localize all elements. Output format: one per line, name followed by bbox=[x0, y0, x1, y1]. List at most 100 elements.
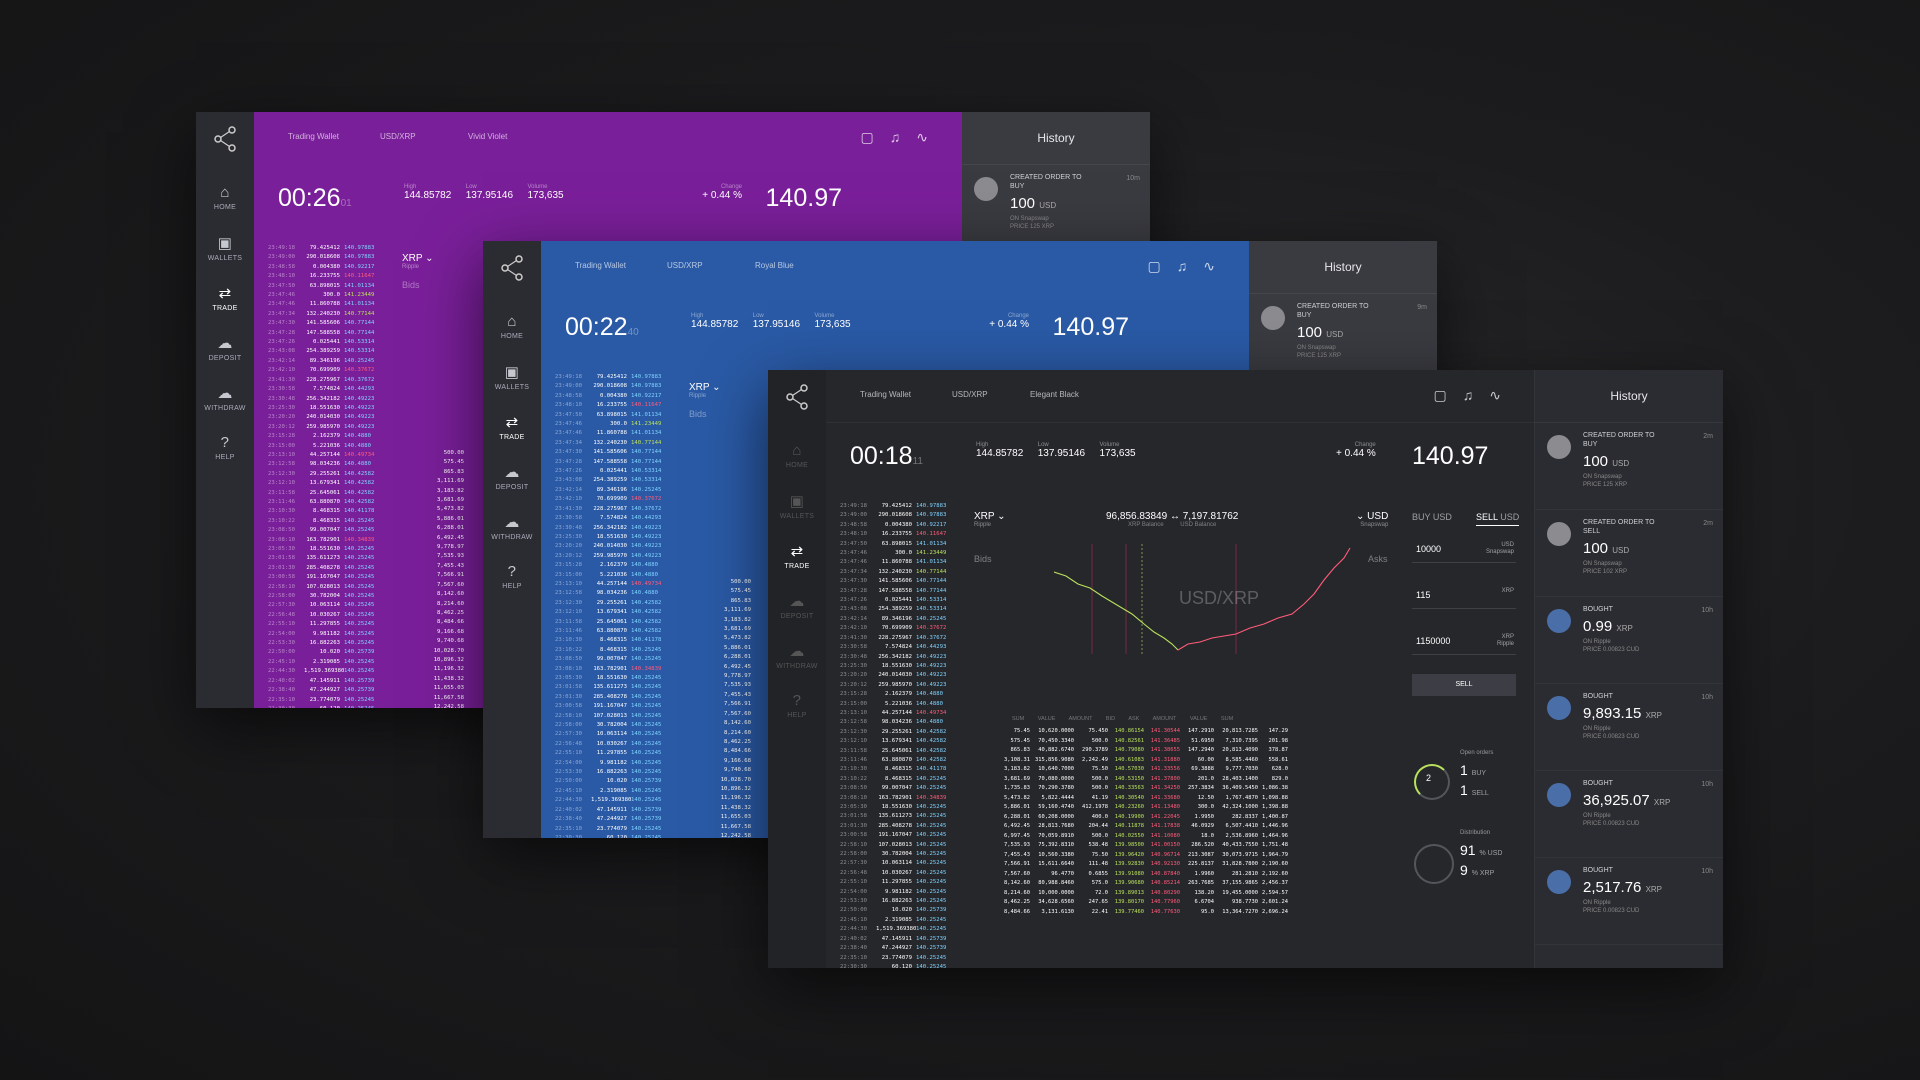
total-xrp-field[interactable]: 1150000 XRP Ripple bbox=[1412, 630, 1516, 655]
nav-withdraw[interactable]: ☁ WITHDRAW bbox=[196, 384, 254, 412]
nav-wallets[interactable]: ▣ WALLETS bbox=[196, 234, 254, 262]
trade-cell: 140.4880 bbox=[344, 461, 371, 468]
trade-cell: 140.25245 bbox=[344, 668, 375, 675]
book-cell: 22.41 bbox=[1091, 908, 1108, 915]
trade-cell: 23:48:58 bbox=[268, 263, 295, 270]
trade-cell: 22:58:00 bbox=[555, 722, 582, 729]
history-card[interactable]: 9m CREATED ORDER TO BUY 100 USD ON Snaps… bbox=[1249, 294, 1437, 381]
trade-cell: 23:05:30 bbox=[268, 546, 295, 552]
history-card[interactable]: 10h BOUGHT 9,893.15 XRP ON Ripple PRICE 0.00… bbox=[1535, 684, 1723, 771]
tab-buy[interactable]: BUY USD bbox=[1412, 512, 1452, 522]
trade-cell: 23:47:28 bbox=[555, 458, 582, 465]
nav-deposit[interactable]: ☁ DEPOSIT bbox=[196, 334, 254, 362]
theme-dropdown[interactable]: Royal Blue bbox=[755, 261, 794, 270]
nav-deposit[interactable]: ☁ DEPOSIT bbox=[483, 463, 541, 491]
trade-cell: 140.53314 bbox=[631, 477, 662, 484]
nav-withdraw[interactable]: ☁ WITHDRAW bbox=[768, 642, 826, 670]
theme-dropdown[interactable]: Vivid Violet bbox=[468, 132, 508, 141]
change-value: + 0.44 % bbox=[702, 190, 742, 201]
chart-icon[interactable]: ∿ bbox=[916, 129, 944, 145]
nav-trade[interactable]: ⇄ TRADE bbox=[483, 413, 541, 441]
history-card[interactable]: 10h BOUGHT 36,925.07 XRP ON Ripple PRICE 0.0… bbox=[1535, 771, 1723, 858]
trade-cell: 99.007047 bbox=[596, 656, 627, 663]
wallet-icon[interactable]: ▢ bbox=[1433, 387, 1463, 403]
nav-deposit[interactable]: ☁ DEPOSIT bbox=[768, 592, 826, 620]
chart-title: USD/XRP bbox=[1178, 588, 1259, 608]
trade-row: 23:11:58 25.645061 140.42582 bbox=[840, 747, 954, 756]
trade-cell: 23:47:46 bbox=[555, 430, 582, 437]
bell-icon[interactable]: ♫ bbox=[889, 129, 917, 145]
trade-cell: 141.01134 bbox=[344, 301, 375, 308]
pair-dropdown[interactable]: USD/XRP bbox=[380, 132, 416, 141]
trade-row: 23:12:30 29.255261 140.42582 bbox=[268, 470, 382, 479]
book-cell: 140.61083 bbox=[1114, 756, 1144, 763]
nav-help[interactable]: ? HELP bbox=[196, 434, 254, 461]
wallet-dropdown[interactable]: Trading Wallet bbox=[575, 261, 626, 270]
pair-base[interactable]: XRP ⌄ Ripple bbox=[974, 511, 1006, 528]
wallet-icon[interactable]: ▢ bbox=[1147, 258, 1177, 274]
stats: High 144.85782 Low 137.95146 Volume 173,635 bbox=[404, 184, 564, 201]
pair-base[interactable]: XRP ⌄ Ripple bbox=[689, 382, 721, 399]
nav-home[interactable]: ⌂ HOME bbox=[483, 313, 541, 340]
trade-cell: 140.37672 bbox=[344, 376, 375, 383]
nav-wallets[interactable]: ▣ WALLETS bbox=[768, 492, 826, 520]
nav-withdraw[interactable]: ☁ WITHDRAW bbox=[483, 513, 541, 541]
pair-dropdown[interactable]: USD/XRP bbox=[667, 261, 703, 270]
trade-cell: 2.162379 bbox=[600, 562, 627, 569]
depth-sum-cell: 7,567.60 bbox=[437, 581, 464, 588]
trade-row: 23:12:10 13.679341 140.42582 bbox=[840, 737, 954, 746]
pair-dropdown[interactable]: USD/XRP bbox=[952, 390, 988, 399]
trade-cell: 23:47:30 bbox=[268, 320, 295, 327]
history-card[interactable]: 2m CREATED ORDER TO BUY 100 USD ON Snapswap… bbox=[1535, 423, 1723, 510]
nav-home[interactable]: ⌂ HOME bbox=[196, 184, 254, 211]
depth-sum-cell: 3,681.69 bbox=[437, 497, 464, 504]
theme-dropdown[interactable]: Elegant Black bbox=[1030, 390, 1079, 399]
trade-row: 22:54:00 9.981182 140.25245 bbox=[555, 759, 669, 768]
trade-cell: 147.588558 bbox=[593, 458, 627, 465]
history-card[interactable]: 10h BOUGHT 0.99 XRP ON Ripple PRICE 0.00823 … bbox=[1535, 597, 1723, 684]
chart-icon[interactable]: ∿ bbox=[1489, 387, 1517, 403]
trade-cell: 22:30:30 bbox=[840, 963, 867, 968]
order-book-headers: SUM VALUE AMOUNT BID ASK AMOUNT VALUE SU… bbox=[1012, 716, 1233, 722]
nav-help[interactable]: ? HELP bbox=[483, 563, 541, 590]
trade-cell: 23:48:10 bbox=[840, 531, 867, 538]
nav-help[interactable]: ? HELP bbox=[768, 692, 826, 719]
trade-cell: 23:08:10 bbox=[555, 665, 582, 672]
trade-row: 22:44:30 1,519.369380140.25245 bbox=[555, 796, 669, 805]
depth-sum-cell: 575.45 bbox=[443, 459, 464, 466]
avatar bbox=[1547, 870, 1571, 894]
nav-wallets[interactable]: ▣ WALLETS bbox=[483, 363, 541, 391]
nav-trade[interactable]: ⇄ TRADE bbox=[196, 284, 254, 312]
pair-base[interactable]: XRP ⌄ Ripple bbox=[402, 253, 434, 270]
wallet-dropdown[interactable]: Trading Wallet bbox=[860, 390, 911, 399]
pair-quote[interactable]: ⌄ USD Snapswap bbox=[1356, 511, 1389, 528]
trade-cell: 290.018608 bbox=[306, 254, 340, 261]
history-card[interactable]: 2m CREATED ORDER TO SELL 100 USD ON Snapswa… bbox=[1535, 510, 1723, 597]
tab-sell[interactable]: SELL USD bbox=[1476, 512, 1520, 526]
price-field[interactable]: 115 XRP bbox=[1412, 584, 1516, 609]
nav-trade[interactable]: ⇄ TRADE bbox=[768, 542, 826, 570]
trade-cell: 23:42:10 bbox=[555, 496, 582, 503]
trade-cell: 8.468315 bbox=[600, 637, 627, 644]
amount-usd-field[interactable]: 10000 USD Snapswap bbox=[1412, 538, 1516, 563]
nav-home[interactable]: ⌂ HOME bbox=[768, 442, 826, 469]
wallet-dropdown[interactable]: Trading Wallet bbox=[288, 132, 339, 141]
depth-sum-cell: 865.83 bbox=[443, 468, 464, 475]
history-card[interactable]: 10m CREATED ORDER TO BUY 100 USD ON Snap… bbox=[962, 165, 1150, 252]
trade-cell: 63.880870 bbox=[596, 627, 627, 634]
trade-cell: 140.77144 bbox=[631, 449, 662, 456]
trade-cell: 23.774079 bbox=[881, 954, 912, 961]
trade-cell: 140.25245 bbox=[916, 963, 947, 968]
book-cell: 400.0 bbox=[1091, 813, 1108, 820]
bell-icon[interactable]: ♫ bbox=[1462, 387, 1490, 403]
book-cell: 141.34250 bbox=[1150, 785, 1180, 791]
depth-sum-cell: 10,028.70 bbox=[433, 647, 464, 654]
wallet-icon[interactable]: ▢ bbox=[860, 129, 890, 145]
bell-icon[interactable]: ♫ bbox=[1176, 258, 1204, 274]
sell-button[interactable]: SELL bbox=[1412, 674, 1516, 696]
trade-cell: 141.23449 bbox=[631, 421, 662, 428]
trade-cell: 23:11:46 bbox=[555, 627, 582, 634]
history-card[interactable]: 10h BOUGHT 2,517.76 XRP ON Ripple PRICE 0.00… bbox=[1535, 858, 1723, 945]
trade-row: 23:47:46 11.860788 141.01134 bbox=[840, 558, 954, 567]
chart-icon[interactable]: ∿ bbox=[1203, 258, 1231, 274]
